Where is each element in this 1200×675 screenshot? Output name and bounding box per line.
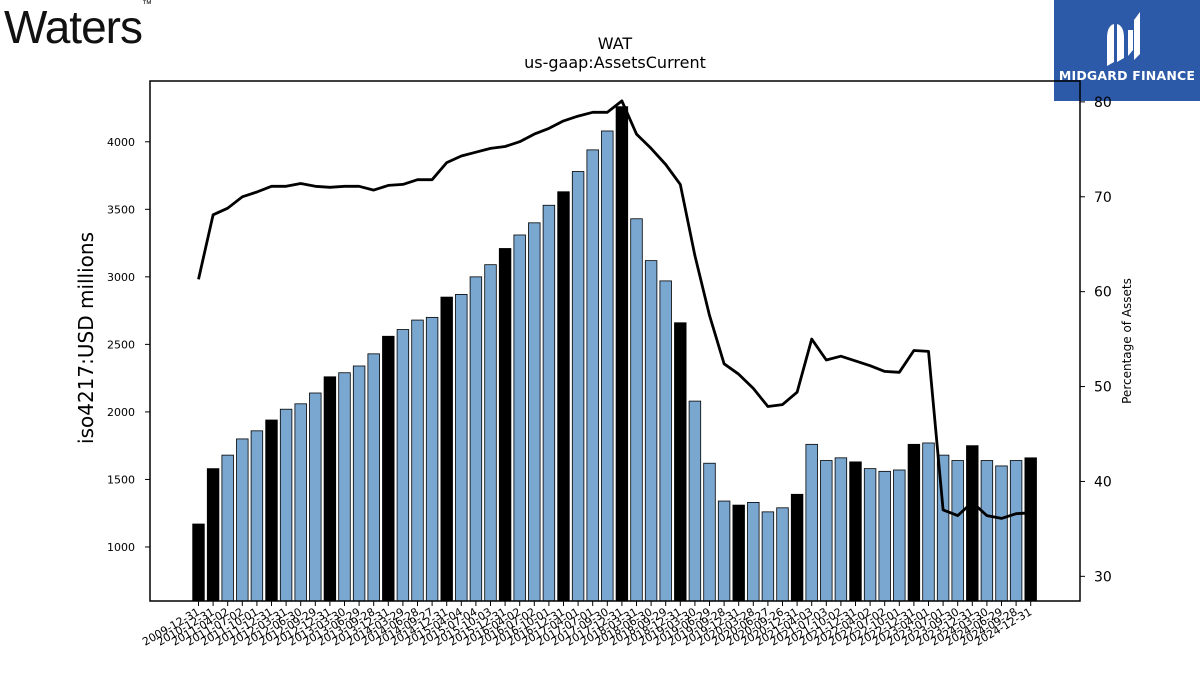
chart-title: WAT (598, 34, 633, 53)
bar-2015-10-03 (484, 264, 497, 602)
bar-2021-10-02 (834, 457, 848, 602)
bar-2013-09-28 (367, 353, 380, 602)
bar-2019-03-30 (688, 400, 702, 602)
bar-2017-09-30 (601, 130, 614, 602)
plot-frame (149, 80, 1081, 602)
bar-2024-03-30 (980, 460, 994, 602)
bar-2020-09-26 (776, 507, 789, 602)
bar-2023-09-30 (951, 460, 964, 602)
bar-2019-12-31 (732, 504, 745, 602)
bar-2021-04-03 (805, 443, 818, 602)
bar-2019-09-28 (717, 500, 731, 602)
bar-2012-03-31 (279, 408, 293, 602)
bar-2021-12-31 (849, 461, 862, 602)
bar-2023-04-01 (922, 442, 935, 602)
bar-2022-12-31 (907, 443, 921, 602)
bar-2022-04-02 (863, 468, 877, 602)
bar-2011-12-31 (265, 419, 278, 602)
midgard-emblem-icon (1107, 12, 1140, 66)
bar-2020-03-28 (747, 502, 760, 602)
bar-2016-07-02 (528, 222, 541, 602)
bar-2017-07-01 (586, 149, 599, 602)
bar-2021-07-03 (820, 460, 833, 602)
y-axis-left: 1000 1500 2000 2500 3000 3500 4000 (107, 136, 150, 554)
bar-2015-04-04 (455, 294, 468, 602)
y2-axis-label: Percentage of Assets (1120, 278, 1134, 404)
y-tick-label: 2000 (107, 406, 135, 419)
bar-2019-06-29 (703, 462, 716, 602)
y2-tick-label: 60 (1094, 285, 1112, 301)
bars-group (192, 106, 1037, 602)
y-tick-label: 2500 (107, 338, 135, 351)
bar-2022-07-02 (878, 470, 891, 602)
midgard-finance-label: MIDGARD FINANCE (1058, 68, 1196, 83)
bar-2023-12-31 (966, 445, 979, 602)
bar-2014-09-27 (425, 316, 439, 602)
bar-2016-12-31 (557, 191, 570, 602)
bar-2024-09-28 (1009, 460, 1023, 602)
bar-2013-12-31 (382, 335, 395, 602)
bar-2012-12-31 (323, 376, 337, 602)
bar-2017-04-01 (571, 171, 585, 602)
bar-2015-12-31 (498, 248, 512, 602)
y-tick-label: 1000 (107, 541, 135, 554)
bar-2009-12-31 (192, 523, 205, 602)
y2-tick-label: 40 (1094, 474, 1112, 490)
bar-2011-10-01 (250, 430, 264, 602)
y2-tick-label: 50 (1094, 380, 1112, 396)
chart-subtitle: us-gaap:AssetsCurrent (524, 53, 706, 72)
bar-2018-12-31 (674, 322, 687, 602)
x-axis: 2009-12-312010-12-312011-04-022011-07-02… (140, 601, 1034, 649)
bar-2018-06-30 (644, 260, 658, 602)
bar-2018-03-31 (630, 218, 643, 602)
waters-logo-text: Waters (4, 1, 143, 53)
bar-2011-04-02 (221, 454, 234, 602)
bar-2020-12-31 (790, 493, 804, 602)
bar-2014-06-28 (411, 319, 424, 602)
bar-2010-12-31 (206, 468, 220, 602)
y-axis-label: iso4217:USD millions (74, 232, 98, 444)
bar-2024-06-29 (995, 465, 1008, 602)
bar-2014-03-29 (396, 329, 410, 602)
bar-2015-07-04 (469, 276, 483, 602)
bar-2012-09-29 (309, 392, 322, 602)
y-tick-label: 4000 (107, 136, 135, 149)
bar-2013-03-30 (338, 372, 351, 602)
y2-tick-label: 70 (1094, 190, 1112, 206)
midgard-finance-logo: MIDGARD FINANCE (1054, 0, 1200, 101)
bar-2016-10-01 (542, 204, 556, 602)
bar-2017-12-31 (615, 106, 629, 602)
bar-2013-06-29 (352, 365, 366, 602)
bar-2020-06-27 (761, 511, 775, 602)
y-tick-label: 1500 (107, 473, 135, 486)
y2-tick-label: 80 (1094, 95, 1112, 111)
bar-2012-06-30 (294, 403, 307, 602)
bar-2016-04-02 (513, 234, 526, 602)
y-axis-right: 30 40 50 60 70 80 (1080, 95, 1112, 585)
bar-2011-07-02 (236, 438, 249, 602)
y2-tick-label: 30 (1094, 569, 1112, 585)
y-tick-label: 3000 (107, 271, 135, 284)
percentage-line-group (197, 99, 1031, 520)
bar-2018-09-29 (659, 280, 672, 602)
bar-2022-10-01 (893, 469, 906, 602)
bar-2024-12-31 (1024, 457, 1037, 602)
y-tick-label: 3500 (107, 203, 135, 216)
percentage-line (197, 99, 1031, 520)
trademark-mark: ™ (141, 0, 152, 10)
bar-2014-12-31 (440, 296, 453, 602)
waters-logo: Waters™ (4, 0, 152, 54)
